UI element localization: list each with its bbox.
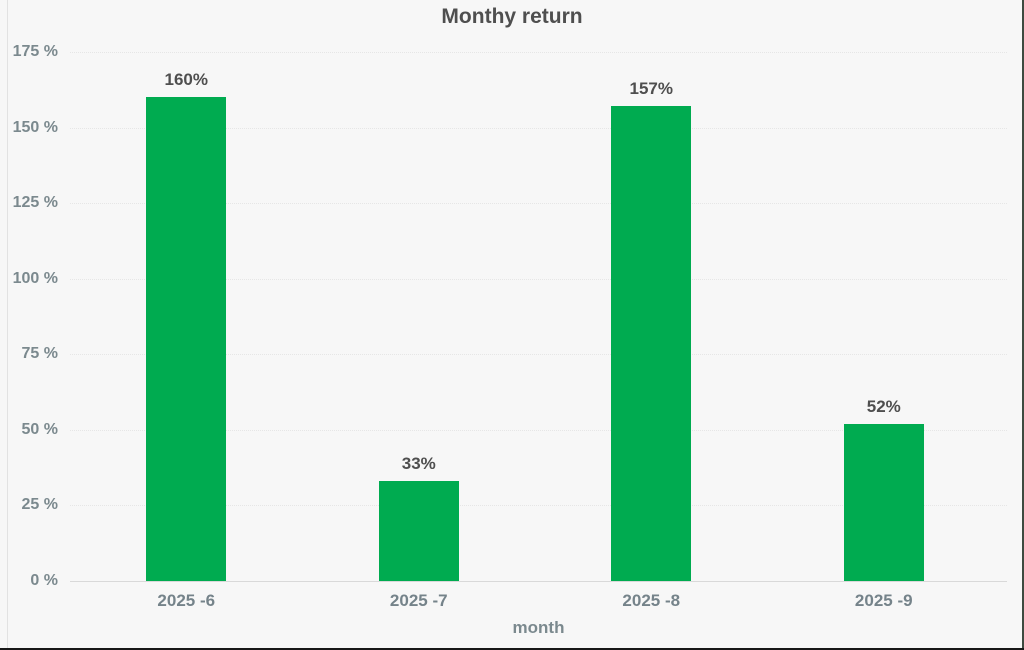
bottom-edge-divider [0,648,1024,650]
bar-value-label: 52% [866,396,901,416]
y-tick-label: 25 % [21,496,58,514]
gridline [70,52,1007,53]
y-tick-label: 75 % [21,345,58,363]
y-tick-label: 150 % [12,118,58,136]
bar-2025-8[interactable] [611,106,692,581]
gridline [70,203,1007,205]
y-tick-label: 125 % [12,194,58,212]
gridline [70,278,1007,280]
y-tick-label: 0 % [30,572,58,589]
x-tick-label: 2025 -7 [389,591,448,610]
x-axis-title: month [512,618,565,637]
y-tick-label: 175 % [12,43,58,60]
bar-value-label: 157% [629,79,673,99]
x-axis-line [70,581,1007,582]
bar-2025-6[interactable] [146,97,227,581]
y-tick-label: 50 % [21,420,58,438]
x-tick-label: 2025 -9 [854,591,913,610]
gridline [70,127,1007,129]
bar-value-label: 33% [401,454,436,474]
bar-2025-7[interactable] [378,481,459,581]
bar-value-label: 160% [164,70,208,90]
gridline [70,429,1007,431]
gridline [70,354,1007,356]
bar-2025-9[interactable] [843,423,924,581]
chart-title: Monthy return [441,5,583,28]
gridline [70,505,1007,507]
x-tick-label: 2025 -6 [157,591,216,610]
left-edge-divider [7,0,8,650]
right-edge-divider [1022,0,1024,650]
x-tick-label: 2025 -8 [622,591,681,610]
y-tick-label: 100 % [12,269,58,287]
